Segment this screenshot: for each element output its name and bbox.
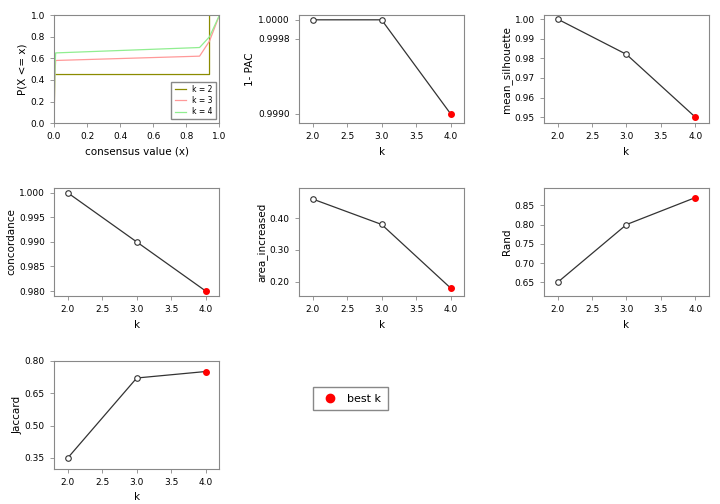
X-axis label: k: k	[379, 147, 384, 157]
Legend: k = 2, k = 3, k = 4: k = 2, k = 3, k = 4	[171, 82, 215, 119]
Y-axis label: area_increased: area_increased	[256, 202, 267, 282]
Y-axis label: P(X <= x): P(X <= x)	[18, 43, 28, 95]
X-axis label: k: k	[134, 320, 140, 330]
X-axis label: consensus value (x): consensus value (x)	[85, 147, 189, 157]
Y-axis label: Rand: Rand	[502, 229, 512, 255]
X-axis label: k: k	[379, 320, 384, 330]
X-axis label: k: k	[134, 492, 140, 502]
Y-axis label: concordance: concordance	[6, 209, 17, 275]
Y-axis label: mean_silhouette: mean_silhouette	[501, 26, 512, 112]
Y-axis label: Jaccard: Jaccard	[12, 396, 22, 434]
Legend: best k: best k	[312, 387, 388, 410]
Y-axis label: 1- PAC: 1- PAC	[246, 52, 256, 86]
X-axis label: k: k	[624, 320, 629, 330]
X-axis label: k: k	[624, 147, 629, 157]
